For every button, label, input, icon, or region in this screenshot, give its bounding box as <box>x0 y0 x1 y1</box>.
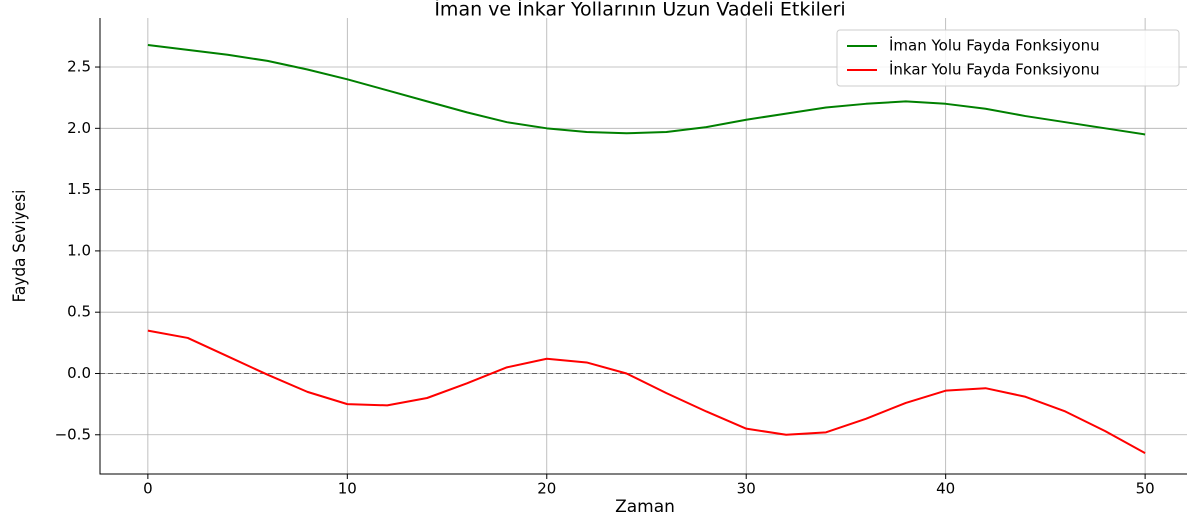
x-tick-label: 20 <box>537 480 556 498</box>
series-line <box>147 329 1146 455</box>
y-tick-label: 2.5 <box>67 58 91 76</box>
legend-label: İnkar Yolu Fayda Fonksiyonu <box>889 60 1100 79</box>
legend-label: İman Yolu Fayda Fonksiyonu <box>889 36 1100 55</box>
legend: İman Yolu Fayda Fonksiyonu İnkar Yolu Fay… <box>836 29 1180 87</box>
x-tick-label: 30 <box>737 480 756 498</box>
y-axis-label: Fayda Seviyesi <box>10 190 30 303</box>
y-tick-label: 1.5 <box>67 180 91 198</box>
y-tick-label: 0.5 <box>67 303 91 321</box>
y-tick-label: 2.0 <box>67 119 91 137</box>
y-tick-label: 0.0 <box>67 364 91 382</box>
x-tick-label: 50 <box>1136 480 1155 498</box>
y-tick-label: 1.0 <box>67 241 91 259</box>
y-tick-label: −0.5 <box>55 425 91 443</box>
x-tick-label: 10 <box>338 480 357 498</box>
x-tick-label: 40 <box>936 480 955 498</box>
chart-title: İman ve İnkar Yollarının Uzun Vadeli Etk… <box>434 0 845 21</box>
series-line <box>147 43 1146 136</box>
x-tick-label: 0 <box>143 480 153 498</box>
axis-spine <box>99 18 1187 475</box>
x-axis-label: Zaman <box>615 497 675 517</box>
legend-box <box>836 29 1180 87</box>
